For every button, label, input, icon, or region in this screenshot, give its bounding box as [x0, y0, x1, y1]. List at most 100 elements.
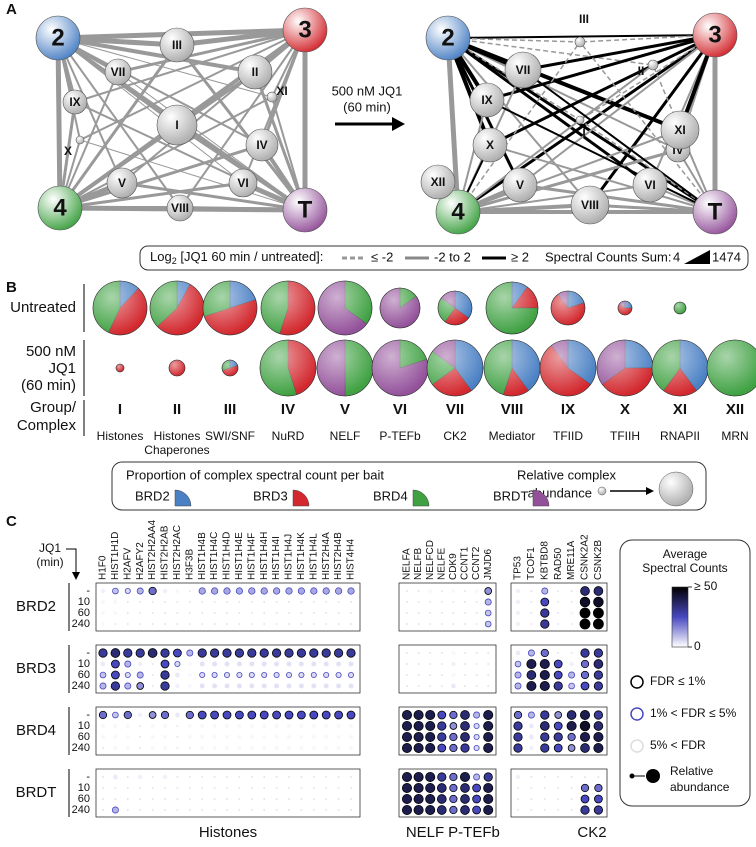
time-label: 10: [78, 720, 90, 732]
dot: [543, 787, 546, 789]
dot: [249, 735, 254, 739]
pie-shine: [485, 281, 539, 335]
dot: [473, 773, 481, 781]
dot: [429, 612, 432, 614]
arrow-head: [646, 487, 654, 495]
complex-numeral: II: [173, 401, 181, 418]
dot: [124, 660, 132, 668]
dot: [337, 787, 340, 789]
dot: [138, 712, 143, 718]
dot: [310, 671, 317, 679]
dot: [199, 671, 206, 679]
node: [575, 115, 585, 125]
dot: [475, 685, 478, 687]
node: [159, 27, 195, 63]
dot: [569, 661, 574, 667]
dot: [201, 798, 204, 800]
dot: [287, 735, 291, 739]
dot: [436, 783, 447, 793]
group-label: CK2: [577, 824, 606, 841]
dot: [529, 745, 534, 751]
dot: [223, 671, 231, 679]
dot: [513, 732, 523, 742]
dot: [401, 709, 413, 721]
complex-numeral: IV: [281, 401, 295, 418]
dot: [188, 601, 191, 603]
node-label: 2: [51, 24, 64, 51]
dot: [346, 648, 356, 658]
complex-name: TFIIH: [610, 429, 640, 443]
dot: [579, 607, 591, 619]
dot: [261, 661, 267, 667]
arrow-head: [392, 117, 405, 131]
pie-shine: [260, 280, 316, 336]
dot: [584, 776, 586, 778]
dot: [553, 659, 563, 669]
dot: [99, 671, 107, 679]
dot: [413, 742, 424, 754]
dot: [580, 586, 590, 596]
dot: [473, 722, 480, 730]
dot: [98, 710, 108, 720]
dot: [249, 724, 254, 728]
dot: [113, 724, 118, 728]
dot: [175, 589, 180, 593]
node-label: XI: [674, 123, 685, 137]
protein-label: MRE11A: [566, 540, 577, 580]
complex-name: NuRD: [272, 429, 305, 443]
dot: [235, 587, 244, 595]
dot: [451, 661, 456, 667]
dot: [594, 783, 603, 793]
dot: [288, 612, 290, 614]
dot: [163, 724, 167, 728]
dot: [139, 601, 142, 603]
edge: [55, 37, 63, 209]
dot: [275, 623, 278, 625]
dot: [236, 683, 242, 689]
dot: [593, 721, 604, 731]
dot: [515, 621, 521, 627]
dot: [151, 685, 154, 687]
dot: [150, 746, 155, 750]
dot: [440, 663, 443, 665]
dot: [288, 798, 290, 800]
node: [156, 104, 198, 146]
dot: [487, 674, 490, 676]
dot: [110, 648, 121, 658]
dot: [401, 731, 413, 743]
dot: [201, 776, 204, 778]
dot: [284, 648, 294, 658]
edge: [457, 33, 716, 214]
dot: [197, 710, 207, 720]
dot: [517, 798, 519, 800]
node: [692, 12, 738, 58]
node-label: VIII: [581, 198, 599, 212]
dot: [336, 735, 341, 739]
legend-label: abundance: [670, 780, 730, 794]
dot: [325, 798, 328, 800]
dot: [176, 725, 179, 727]
dot: [406, 623, 408, 625]
dot: [139, 725, 142, 727]
dot: [349, 724, 353, 728]
protein-label: HIST1H4K: [296, 532, 307, 580]
dot: [425, 793, 436, 805]
dot: [101, 600, 105, 604]
dot: [324, 735, 329, 739]
dot: [475, 623, 478, 625]
dot: [260, 587, 268, 595]
group-label: P-TEFb: [448, 824, 500, 841]
complex-name: Chaperones: [144, 443, 209, 457]
dot: [288, 787, 290, 789]
dot: [249, 746, 254, 750]
dot: [436, 805, 447, 815]
dot: [223, 587, 231, 595]
dot: [540, 648, 549, 658]
row-label: JQ1: [48, 360, 76, 377]
dot: [325, 612, 328, 614]
complex-name: SWI/SNF: [205, 429, 255, 443]
dot: [263, 601, 266, 603]
node: [228, 168, 258, 198]
node-label: V: [118, 176, 126, 190]
dot: [212, 724, 217, 728]
